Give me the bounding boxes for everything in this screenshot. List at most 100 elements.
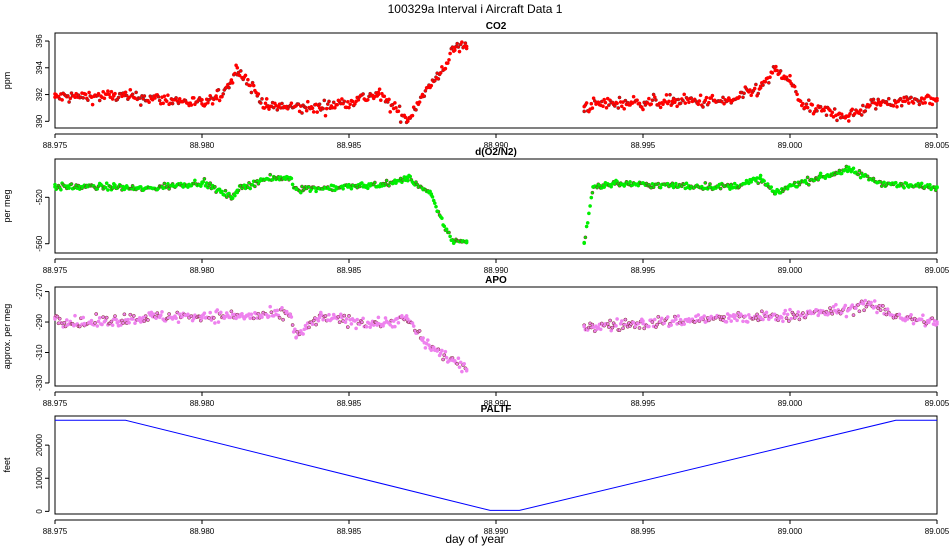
data-point — [403, 115, 408, 120]
data-point — [383, 316, 388, 320]
data-point — [214, 96, 219, 101]
data-point — [405, 178, 410, 183]
data-point — [902, 185, 906, 190]
data-point — [394, 106, 398, 110]
data-point — [258, 314, 263, 318]
data-point — [176, 320, 181, 325]
data-point — [445, 61, 450, 65]
data-point — [876, 100, 881, 105]
panel-o2n2: d(O2/N2) per meg 88.975 88.980 88.985 88.990 8… — [2, 147, 950, 275]
data-point — [434, 204, 438, 209]
panels: CO2 ppm 88.975 88.980 88.985 88.990 88.995 89.0… — [2, 21, 950, 536]
data-point — [347, 105, 351, 110]
data-point — [778, 69, 783, 73]
data-point — [269, 310, 274, 315]
data-point — [859, 113, 864, 117]
data-point — [745, 320, 750, 324]
data-point — [442, 224, 447, 229]
data-point — [156, 94, 161, 99]
data-point — [930, 102, 935, 107]
data-point — [119, 323, 123, 327]
y-tick-label: -290 — [35, 313, 44, 330]
data-point — [906, 101, 911, 105]
data-point — [637, 101, 642, 106]
data-point — [641, 321, 645, 326]
data-point — [607, 325, 611, 329]
data-point — [875, 310, 879, 315]
data-point — [224, 195, 229, 199]
data-point — [661, 102, 665, 107]
data-point — [443, 66, 448, 71]
data-point — [917, 102, 922, 107]
data-point — [817, 311, 822, 315]
data-point — [162, 181, 167, 186]
data-point — [911, 321, 916, 326]
data-point — [616, 106, 621, 110]
y-tick-label: 396 — [35, 34, 44, 48]
data-point — [277, 315, 282, 320]
data-point — [96, 91, 101, 96]
data-point — [53, 185, 57, 189]
data-point — [160, 310, 164, 314]
x-tick-label: 88.980 — [190, 266, 215, 275]
data-point — [141, 187, 146, 192]
y-tick-label: 10000 — [35, 467, 44, 490]
data-point — [432, 78, 437, 83]
data-point — [839, 171, 844, 176]
data-point — [655, 322, 659, 327]
data-point — [871, 97, 876, 102]
data-point — [668, 92, 672, 97]
data-point — [882, 180, 886, 185]
y-tick-label: 392 — [35, 87, 44, 101]
data-point — [267, 314, 271, 319]
data-point — [293, 327, 297, 332]
data-point — [650, 320, 655, 324]
data-point — [582, 104, 587, 109]
data-point — [167, 312, 171, 316]
x-tick-label: 88.990 — [484, 141, 509, 150]
data-point — [885, 307, 890, 311]
data-point — [53, 317, 57, 321]
data-point — [758, 173, 763, 178]
data-point — [128, 87, 133, 92]
data-point — [343, 320, 348, 325]
x-tick-label: 88.995 — [631, 266, 656, 275]
data-point — [223, 188, 228, 193]
data-point — [427, 343, 431, 348]
data-point — [106, 188, 110, 192]
data-point — [678, 317, 683, 322]
panel-paltf: PALTF feet 88.975 88.980 88.985 88.990 88.995 8… — [2, 404, 950, 536]
data-point — [871, 176, 876, 181]
data-point — [411, 324, 416, 328]
data-point — [458, 360, 463, 365]
data-point — [81, 96, 86, 100]
data-point — [176, 101, 181, 106]
data-point — [311, 110, 316, 114]
data-point — [844, 314, 849, 319]
data-point — [186, 312, 190, 317]
data-point — [294, 335, 298, 340]
data-point — [249, 312, 254, 317]
data-point — [612, 104, 617, 108]
data-point — [357, 322, 362, 327]
y-tick-label: 20000 — [35, 433, 44, 456]
x-tick-label: 89.000 — [778, 527, 803, 536]
data-point — [440, 65, 444, 69]
data-point — [846, 114, 851, 118]
data-point — [87, 90, 91, 95]
data-point — [759, 309, 764, 314]
data-point — [652, 317, 657, 322]
data-point — [926, 94, 931, 98]
data-point — [792, 84, 797, 89]
data-point — [670, 99, 675, 104]
data-point — [166, 181, 170, 186]
data-point — [218, 310, 223, 315]
data-point — [164, 99, 169, 104]
data-point — [217, 98, 222, 103]
data-point — [59, 187, 63, 192]
data-point — [857, 309, 862, 314]
data-point — [599, 99, 604, 104]
data-point — [264, 104, 269, 109]
data-point — [919, 317, 924, 322]
